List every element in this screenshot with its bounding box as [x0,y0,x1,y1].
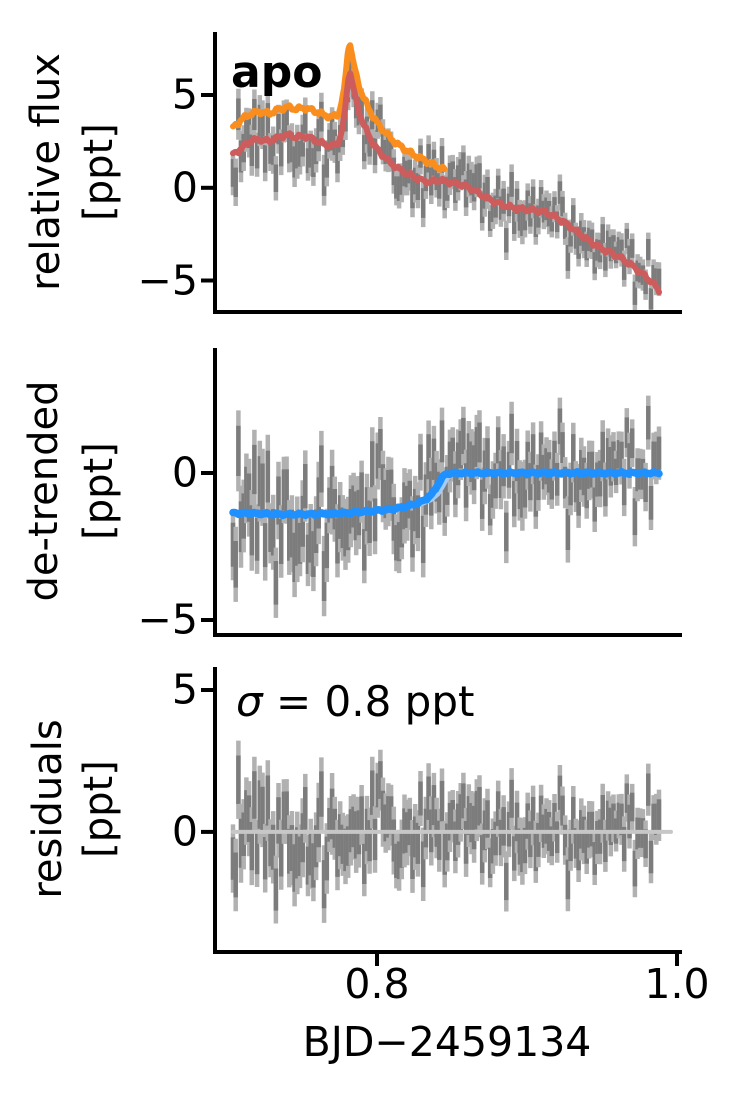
y-axis-label-residuals-unit: [ppt] [76,760,122,858]
y-tick-label: 5 [171,665,198,714]
y-axis-label-detrended-unit: [ppt] [76,442,122,540]
sigma-annotation: σ = 0.8 ppt [236,677,475,726]
sigma-value-text: = 0.8 ppt [262,677,475,726]
y-tick-label: 5 [171,70,198,119]
instrument-annotation: apo [231,47,323,98]
x-tick-label: 0.8 [344,960,410,1008]
y-tick-label: 0 [171,163,198,212]
y-axis-label-relative-flux: relative flux [23,53,69,291]
y-tick-label: −5 [137,256,198,305]
y-tick-label: −5 [137,595,198,644]
x-axis-label: BJD−2459134 [302,1018,592,1066]
y-axis-label-residuals: residuals [25,719,71,899]
y-axis-label-detrended: de-trended [21,380,67,602]
y-tick-label: 0 [171,807,198,856]
sigma-symbol: σ [236,677,263,726]
y-axis-label-relative-flux-unit: [ppt] [76,123,122,221]
y-tick-label: 0 [171,448,198,497]
x-tick-label: 1.0 [644,960,710,1008]
